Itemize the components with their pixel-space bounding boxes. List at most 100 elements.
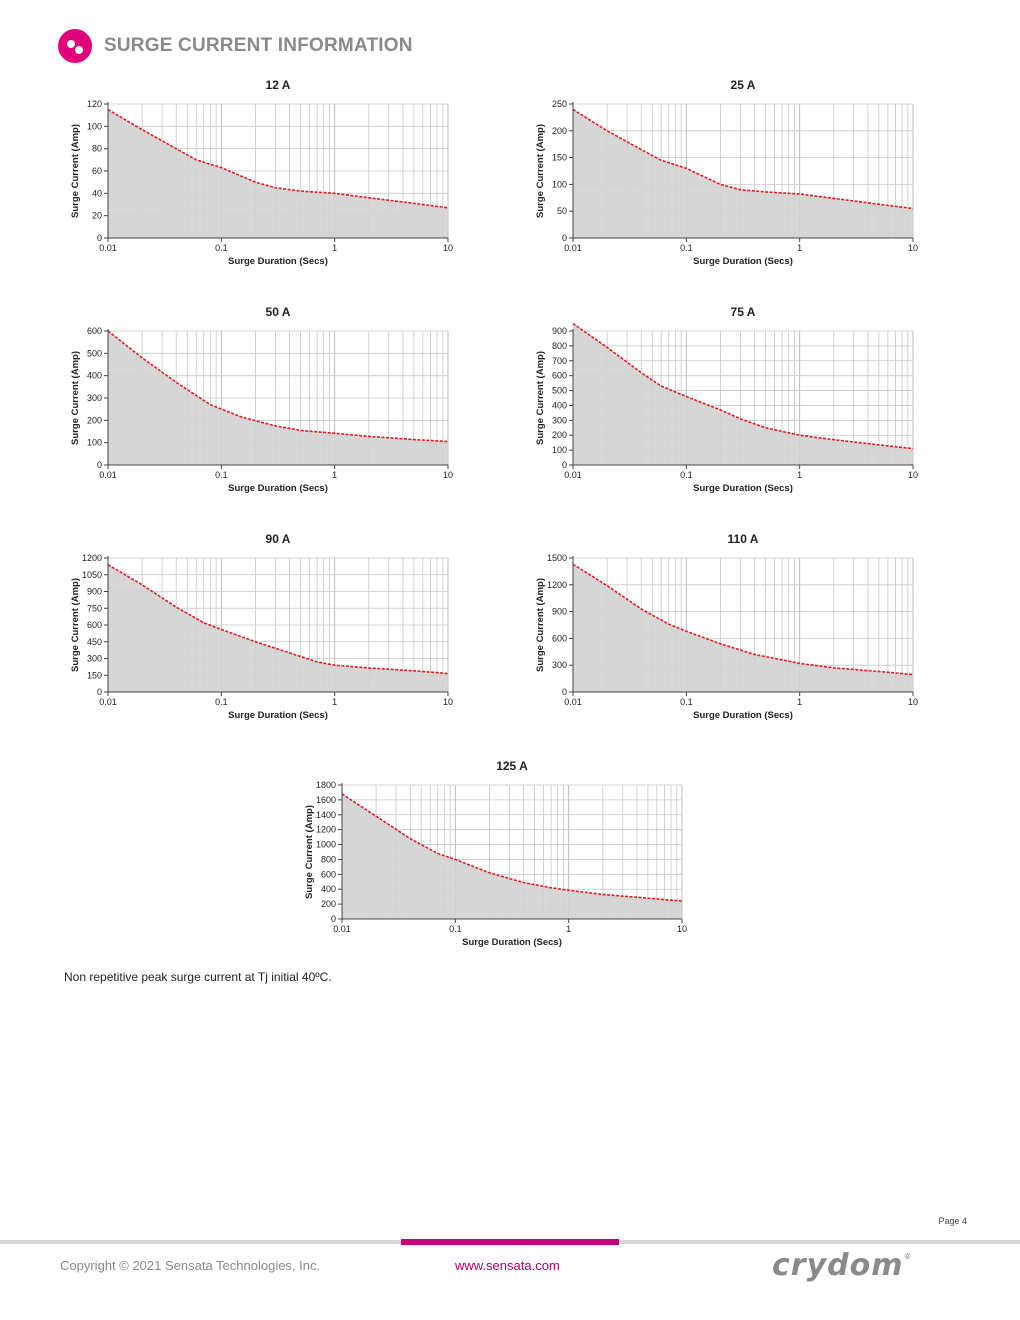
y-axis-label: Surge Current (Amp) xyxy=(70,578,81,672)
y-tick-label: 200 xyxy=(321,899,336,909)
y-tick-label: 750 xyxy=(87,603,102,613)
chart-title: 90 A xyxy=(266,532,291,546)
x-tick-label: 10 xyxy=(908,470,918,480)
y-axis-label: Surge Current (Amp) xyxy=(535,351,546,445)
registered-mark: ® xyxy=(903,1252,913,1261)
website-link[interactable]: www.sensata.com xyxy=(455,1258,560,1273)
chart-svg: 25 A 0 50 100 150 200 250 0.01 0.1 1 10 Surge Durat… xyxy=(535,78,918,267)
y-tick-label: 100 xyxy=(87,121,102,131)
y-tick-label: 900 xyxy=(552,607,567,617)
x-tick-label: 0.01 xyxy=(99,470,117,480)
x-tick-label: 1 xyxy=(332,470,337,480)
y-tick-label: 250 xyxy=(552,99,567,109)
y-tick-label: 40 xyxy=(92,188,102,198)
y-tick-label: 0 xyxy=(97,687,102,697)
y-tick-label: 0 xyxy=(562,460,567,470)
surge-area-fill xyxy=(108,109,448,238)
chart-title: 125 A xyxy=(496,759,528,773)
x-tick-label: 10 xyxy=(908,243,918,253)
y-tick-label: 50 xyxy=(557,206,567,216)
surge-curve-line xyxy=(572,108,914,210)
x-tick-label: 0.1 xyxy=(215,243,228,253)
y-tick-label: 300 xyxy=(87,654,102,664)
y-tick-label: 1050 xyxy=(82,570,102,580)
y-tick-label: 0 xyxy=(562,687,567,697)
x-tick-label: 10 xyxy=(443,697,453,707)
page-header: SURGE CURRENT INFORMATION xyxy=(58,28,413,64)
y-tick-label: 300 xyxy=(552,660,567,670)
y-tick-label: 1400 xyxy=(316,810,336,820)
surge-area-fill xyxy=(108,331,448,465)
y-tick-label: 800 xyxy=(321,854,336,864)
y-tick-label: 0 xyxy=(97,460,102,470)
chart-svg: 75 A 0 100 200 300 400 500 600 700 800 900 0.01 0.1 1… xyxy=(535,305,918,494)
y-tick-label: 0 xyxy=(97,233,102,243)
x-tick-label: 1 xyxy=(797,470,802,480)
y-tick-label: 500 xyxy=(552,386,567,396)
x-tick-label: 0.01 xyxy=(564,697,582,707)
x-tick-label: 0.1 xyxy=(680,697,693,707)
x-axis-label: Surge Duration (Secs) xyxy=(693,710,793,721)
chart-50a: 50 A 0 100 200 300 400 500 600 0.01 0.1 1 10 Surge D… xyxy=(60,302,460,502)
y-axis-label: Surge Current (Amp) xyxy=(304,805,315,899)
surge-curve-line xyxy=(107,330,449,443)
chart-svg: 50 A 0 100 200 300 400 500 600 0.01 0.1 1 10 Surge D… xyxy=(70,305,453,494)
crydom-logo: crydom® xyxy=(772,1248,912,1283)
y-tick-label: 150 xyxy=(552,153,567,163)
page-title: SURGE CURRENT INFORMATION xyxy=(104,35,413,56)
x-tick-label: 10 xyxy=(443,470,453,480)
y-tick-label: 120 xyxy=(87,99,102,109)
y-tick-label: 900 xyxy=(87,587,102,597)
chart-title: 12 A xyxy=(266,78,291,92)
chart-90a: 90 A 0 150 300 450 600 750 900 1050 1200 0.01 0.1 1 1… xyxy=(60,529,460,729)
x-tick-label: 1 xyxy=(797,243,802,253)
y-tick-label: 20 xyxy=(92,211,102,221)
y-tick-label: 600 xyxy=(87,620,102,630)
y-tick-label: 600 xyxy=(552,371,567,381)
y-tick-label: 0 xyxy=(331,914,336,924)
x-tick-label: 0.1 xyxy=(215,470,228,480)
y-tick-label: 100 xyxy=(552,179,567,189)
y-tick-label: 200 xyxy=(552,126,567,136)
x-tick-label: 1 xyxy=(566,924,571,934)
chart-12a: 12 A 0 20 40 60 80 100 120 0.01 0.1 1 10 Surge Durat… xyxy=(60,75,460,275)
y-tick-label: 1000 xyxy=(316,840,336,850)
x-tick-label: 0.1 xyxy=(680,470,693,480)
surge-area-fill xyxy=(573,564,913,692)
y-tick-label: 700 xyxy=(552,356,567,366)
x-tick-label: 0.01 xyxy=(564,470,582,480)
x-tick-label: 0.1 xyxy=(680,243,693,253)
surge-area-fill xyxy=(573,323,913,465)
x-tick-label: 0.1 xyxy=(215,697,228,707)
y-tick-label: 450 xyxy=(87,637,102,647)
y-tick-label: 600 xyxy=(552,633,567,643)
y-tick-label: 300 xyxy=(552,415,567,425)
page-number: Page 4 xyxy=(938,1216,967,1226)
y-tick-label: 100 xyxy=(87,438,102,448)
y-tick-label: 200 xyxy=(87,415,102,425)
y-tick-label: 1200 xyxy=(82,553,102,563)
x-tick-label: 10 xyxy=(443,243,453,253)
x-axis-label: Surge Duration (Secs) xyxy=(228,256,328,267)
y-axis-label: Surge Current (Amp) xyxy=(535,124,546,218)
y-tick-label: 500 xyxy=(87,348,102,358)
x-tick-label: 0.01 xyxy=(564,243,582,253)
chart-title: 75 A xyxy=(731,305,756,319)
surge-curve-line xyxy=(572,563,914,676)
pink-dot-logo-icon xyxy=(58,29,92,63)
x-axis-label: Surge Duration (Secs) xyxy=(228,710,328,721)
y-tick-label: 60 xyxy=(92,166,102,176)
x-axis-label: Surge Duration (Secs) xyxy=(462,937,562,948)
y-tick-label: 900 xyxy=(552,326,567,336)
y-tick-label: 600 xyxy=(321,869,336,879)
y-tick-label: 600 xyxy=(87,326,102,336)
surge-curve-line xyxy=(341,793,683,902)
surge-curve-line xyxy=(572,322,914,450)
chart-title: 50 A xyxy=(266,305,291,319)
y-tick-label: 80 xyxy=(92,144,102,154)
y-tick-label: 0 xyxy=(562,233,567,243)
chart-25a: 25 A 0 50 100 150 200 250 0.01 0.1 1 10 Surge Durat… xyxy=(525,75,925,275)
x-tick-label: 0.01 xyxy=(99,697,117,707)
y-tick-label: 800 xyxy=(552,341,567,351)
chart-125a: 125 A 0 200 400 600 800 1000 1200 1400 1600 1800 0.… xyxy=(294,756,694,956)
